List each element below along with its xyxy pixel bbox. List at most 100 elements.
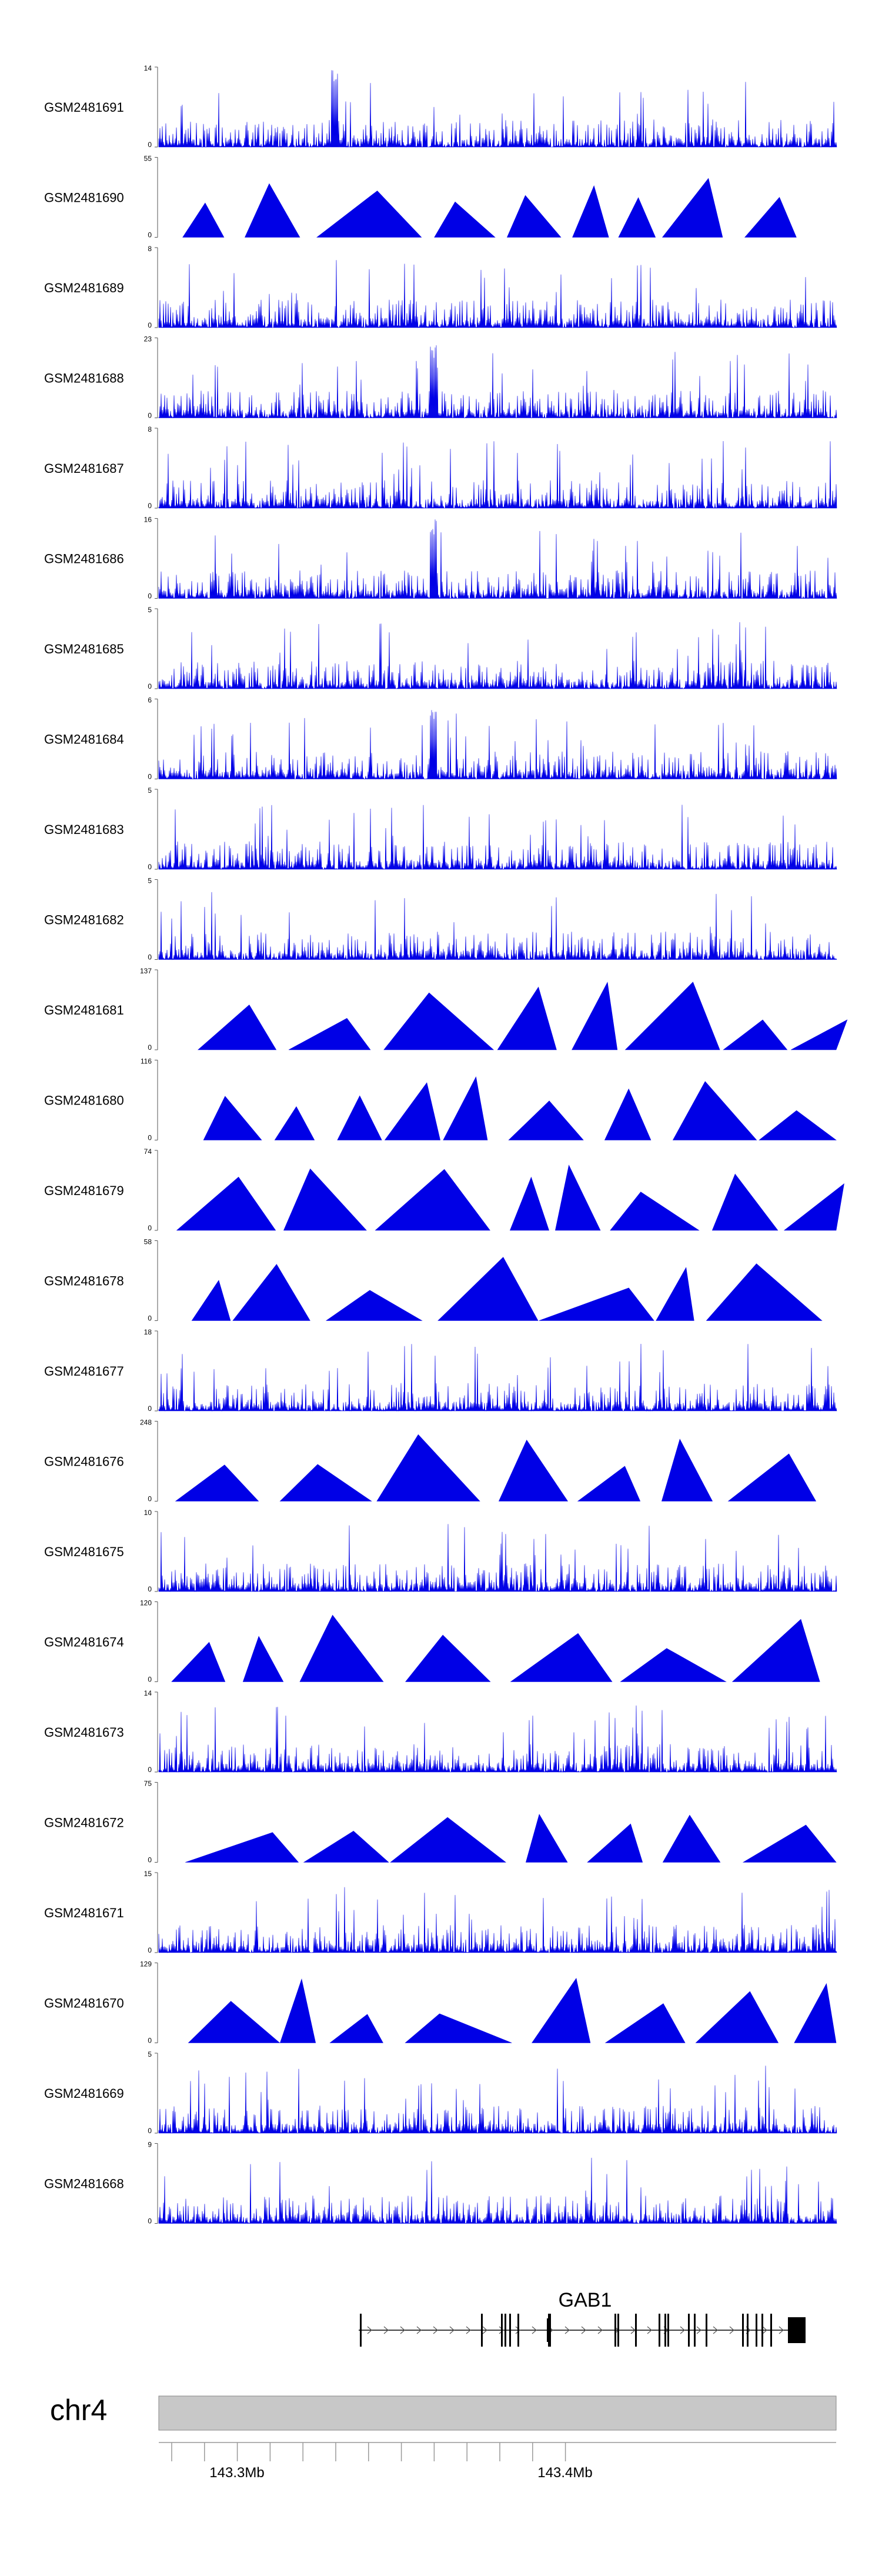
strand-arrow-icon bbox=[367, 2326, 372, 2334]
strand-arrow-icon bbox=[581, 2326, 586, 2334]
ytick-max: 9 bbox=[148, 2141, 152, 2149]
track-GSM2481679[interactable]: GSM2481679 74 0 bbox=[44, 1147, 844, 1232]
strand-arrow-icon bbox=[729, 2326, 734, 2334]
exon bbox=[501, 2314, 503, 2347]
exon bbox=[659, 2314, 660, 2347]
ytick-min: 0 bbox=[148, 1314, 152, 1323]
signal-coverage bbox=[158, 441, 837, 509]
track-label: GSM2481675 bbox=[44, 1544, 124, 1559]
exon bbox=[547, 2318, 550, 2342]
track-label: GSM2481672 bbox=[44, 1816, 124, 1830]
track-GSM2481680[interactable]: GSM2481680 116 0 bbox=[44, 1057, 837, 1142]
track-GSM2481670[interactable]: GSM2481670 129 0 bbox=[44, 1960, 837, 2045]
ytick-max: 5 bbox=[148, 786, 152, 795]
coverage-tracks: GSM2481691140GSM2481690550GSM248168980GS… bbox=[44, 64, 848, 2225]
ytick-max: 5 bbox=[148, 2050, 152, 2058]
ytick-max: 16 bbox=[144, 516, 152, 524]
strand-arrow-icon bbox=[713, 2326, 718, 2334]
track-label: GSM2481683 bbox=[44, 822, 124, 837]
signal-coverage bbox=[191, 1257, 823, 1321]
ytick-min: 0 bbox=[148, 1856, 152, 1864]
signal-coverage bbox=[158, 892, 837, 960]
signal-coverage bbox=[203, 1076, 837, 1140]
signal-coverage bbox=[158, 345, 837, 419]
track-label: GSM2481673 bbox=[44, 1725, 124, 1740]
track-GSM2481677[interactable]: GSM2481677 18 0 bbox=[44, 1328, 837, 1413]
ytick-max: 18 bbox=[144, 1328, 152, 1336]
track-GSM2481684[interactable]: GSM2481684 6 0 bbox=[44, 696, 837, 781]
track-GSM2481671[interactable]: GSM2481671 15 0 bbox=[44, 1870, 837, 1954]
track-GSM2481672[interactable]: GSM2481672 75 0 bbox=[44, 1780, 837, 1864]
ytick-min: 0 bbox=[148, 321, 152, 329]
track-label: GSM2481689 bbox=[44, 281, 124, 295]
strand-arrow-icon bbox=[482, 2326, 487, 2334]
strand-arrow-icon bbox=[499, 2326, 504, 2334]
signal-coverage bbox=[176, 1164, 844, 1231]
track-GSM2481676[interactable]: GSM2481676 248 0 bbox=[44, 1419, 817, 1503]
exon bbox=[360, 2314, 362, 2347]
track-GSM2481681[interactable]: GSM2481681 137 0 bbox=[44, 967, 848, 1052]
chromosome-ideogram bbox=[158, 2395, 837, 2431]
signal-coverage bbox=[182, 178, 797, 238]
track-GSM2481678[interactable]: GSM2481678 58 0 bbox=[44, 1238, 823, 1323]
track-GSM2481687[interactable]: GSM2481687 8 0 bbox=[44, 425, 837, 510]
ytick-min: 0 bbox=[148, 1585, 152, 1593]
signal-coverage bbox=[198, 982, 848, 1050]
strand-arrow-icon bbox=[696, 2326, 701, 2334]
signal-coverage bbox=[158, 1343, 837, 1412]
track-label: GSM2481682 bbox=[44, 913, 124, 927]
track-label: GSM2481677 bbox=[44, 1364, 124, 1379]
ytick-min: 0 bbox=[148, 1766, 152, 1774]
track-label: GSM2481691 bbox=[44, 100, 124, 115]
gene-model-GAB1[interactable] bbox=[359, 2314, 806, 2347]
track-GSM2481675[interactable]: GSM2481675 10 0 bbox=[44, 1509, 837, 1593]
strand-arrow-icon bbox=[466, 2326, 471, 2334]
track-label: GSM2481678 bbox=[44, 1274, 124, 1289]
ytick-min: 0 bbox=[148, 231, 152, 239]
ytick-min: 0 bbox=[148, 1134, 152, 1142]
ytick-min: 0 bbox=[148, 773, 152, 781]
signal-coverage bbox=[158, 2066, 837, 2134]
track-GSM2481688[interactable]: GSM2481688 23 0 bbox=[44, 335, 837, 420]
track-GSM2481673[interactable]: GSM2481673 14 0 bbox=[44, 1689, 837, 1774]
track-label: GSM2481668 bbox=[44, 2177, 124, 2191]
track-label: GSM2481670 bbox=[44, 1996, 124, 2011]
ideogram-track: chr4 bbox=[50, 2394, 837, 2431]
ytick-min: 0 bbox=[148, 1224, 152, 1232]
signal-coverage bbox=[185, 1814, 837, 1863]
signal-coverage bbox=[175, 1434, 817, 1501]
chromosome-name: chr4 bbox=[50, 2394, 107, 2427]
track-label: GSM2481684 bbox=[44, 732, 124, 747]
track-GSM2481669[interactable]: GSM2481669 5 0 bbox=[44, 2050, 837, 2135]
ytick-min: 0 bbox=[148, 953, 152, 962]
track-GSM2481690[interactable]: GSM2481690 55 0 bbox=[44, 155, 797, 239]
track-label: GSM2481687 bbox=[44, 461, 124, 476]
ytick-min: 0 bbox=[148, 592, 152, 600]
ytick-min: 0 bbox=[148, 2217, 152, 2225]
track-GSM2481683[interactable]: GSM2481683 5 0 bbox=[44, 786, 837, 871]
genome-axis: 143.3Mb 143.4Mb bbox=[159, 2442, 836, 2481]
ytick-max: 8 bbox=[148, 425, 152, 433]
track-GSM2481689[interactable]: GSM2481689 8 0 bbox=[44, 245, 837, 329]
exon bbox=[664, 2314, 666, 2347]
signal-coverage bbox=[158, 260, 837, 329]
track-label: GSM2481686 bbox=[44, 552, 124, 566]
track-GSM2481685[interactable]: GSM2481685 5 0 bbox=[44, 606, 837, 690]
strand-arrow-icon bbox=[515, 2326, 520, 2334]
strand-arrow-icon bbox=[564, 2326, 570, 2334]
track-GSM2481668[interactable]: GSM2481668 9 0 bbox=[44, 2141, 837, 2225]
ytick-max: 15 bbox=[144, 1870, 152, 1878]
signal-coverage bbox=[158, 2157, 837, 2224]
track-GSM2481691[interactable]: GSM2481691 14 0 bbox=[44, 64, 837, 149]
track-label: GSM2481669 bbox=[44, 2086, 124, 2101]
ytick-min: 0 bbox=[148, 1404, 152, 1413]
track-GSM2481682[interactable]: GSM2481682 5 0 bbox=[44, 877, 837, 962]
strand-arrow-icon bbox=[647, 2326, 652, 2334]
gene-track: GAB1 bbox=[359, 2289, 806, 2347]
ytick-min: 0 bbox=[148, 1043, 152, 1052]
ytick-min: 0 bbox=[148, 412, 152, 420]
track-GSM2481686[interactable]: GSM2481686 16 0 bbox=[44, 516, 837, 600]
track-GSM2481674[interactable]: GSM2481674 120 0 bbox=[44, 1599, 820, 1684]
track-label: GSM2481674 bbox=[44, 1635, 124, 1650]
